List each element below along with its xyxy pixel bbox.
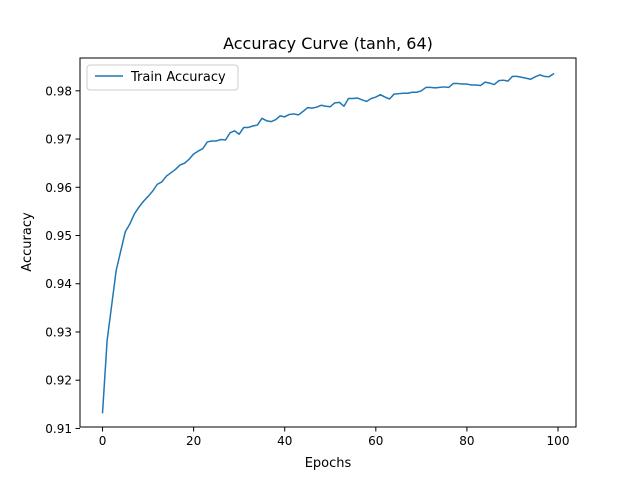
y-tick-label: 0.95 xyxy=(45,229,72,243)
x-axis-label: Epochs xyxy=(305,456,352,471)
legend-label-train-accuracy: Train Accuracy xyxy=(130,70,226,85)
axes-frame xyxy=(79,57,577,428)
x-tick-label: 60 xyxy=(368,434,383,448)
y-tick-label: 0.96 xyxy=(45,181,72,195)
y-tick-label: 0.92 xyxy=(45,374,72,388)
y-tick-label: 0.98 xyxy=(45,84,72,98)
legend: Train Accuracy xyxy=(86,64,239,91)
x-tick-label: 100 xyxy=(547,434,570,448)
chart-title: Accuracy Curve (tanh, 64) xyxy=(223,34,433,53)
x-tick-label: 80 xyxy=(459,434,474,448)
x-axis: 0 20 40 60 80 100 xyxy=(99,427,570,448)
y-tick-label: 0.93 xyxy=(45,325,72,339)
y-tick-label: 0.94 xyxy=(45,277,72,291)
x-tick-label: 0 xyxy=(99,434,107,448)
x-tick-label: 20 xyxy=(186,434,201,448)
y-axis-label: Accuracy xyxy=(20,212,35,272)
x-tick-label: 40 xyxy=(277,434,292,448)
y-axis: 0.91 0.92 0.93 0.94 0.95 0.96 0.97 0.98 xyxy=(45,84,80,436)
y-tick-label: 0.97 xyxy=(45,133,72,147)
series-line-train-accuracy xyxy=(101,72,555,414)
plot-area xyxy=(101,72,555,414)
legend-box xyxy=(86,64,239,91)
y-tick-label: 0.91 xyxy=(45,422,72,436)
